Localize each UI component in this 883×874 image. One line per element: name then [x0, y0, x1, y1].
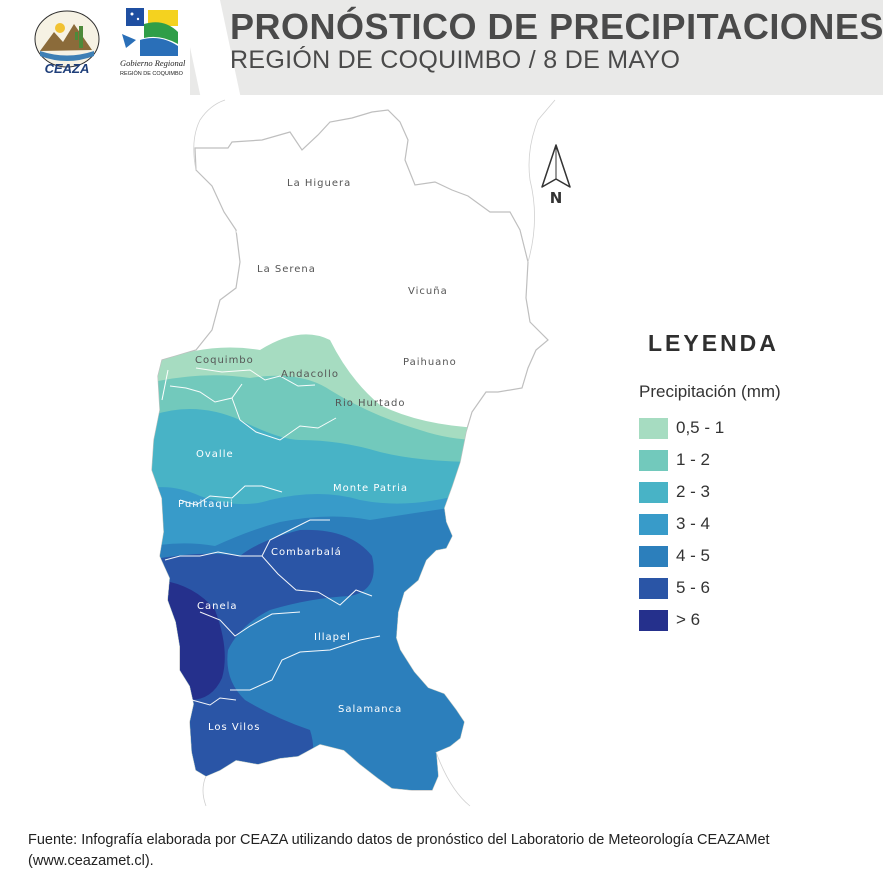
commune-label-los-vilos: Los Vilos	[208, 722, 260, 733]
commune-label-ovalle: Ovalle	[196, 449, 234, 460]
legend-item: 4 - 5	[639, 544, 710, 568]
legend-item: > 6	[639, 608, 700, 632]
north-arrow-icon: N	[541, 144, 571, 207]
page-subtitle: REGIÓN DE COQUIMBO / 8 DE MAYO	[230, 46, 681, 74]
legend-item: 2 - 3	[639, 480, 710, 504]
legend-label: 3 - 4	[676, 514, 711, 533]
commune-label-monte-patria: Monte Patria	[333, 483, 408, 494]
commune-label-canela: Canela	[197, 601, 238, 612]
legend-item: 0,5 - 1	[639, 416, 724, 440]
legend-swatch	[639, 513, 668, 535]
commune-label-rio-hurtado: Rio Hurtado	[335, 398, 406, 409]
legend-item: 5 - 6	[639, 576, 710, 600]
gob-logo-line1: Gobierno Regional	[120, 58, 186, 68]
legend-item: 1 - 2	[639, 448, 710, 472]
commune-label-la-serena: La Serena	[257, 264, 316, 275]
gob-logo-line2: REGIÓN DE COQUIMBO	[120, 70, 184, 77]
legend-label: 5 - 6	[676, 578, 711, 597]
legend-label: 0,5 - 1	[676, 418, 725, 437]
legend-swatch	[639, 609, 668, 631]
commune-label-vicuna: Vicuña	[408, 286, 448, 297]
legend-swatch	[639, 545, 668, 567]
ceaza-logo-text: CEAZA	[45, 61, 90, 76]
commune-label-illapel: Illapel	[314, 632, 351, 643]
commune-label-la-higuera: La Higuera	[287, 178, 351, 189]
commune-label-coquimbo: Coquimbo	[195, 355, 254, 366]
legend-swatch	[639, 449, 668, 471]
legend-swatch	[639, 481, 668, 503]
source-line-1: Fuente: Infografía elaborada por CEAZA u…	[28, 832, 770, 848]
commune-label-andacollo: Andacollo	[281, 369, 339, 380]
legend-label: 1 - 2	[676, 450, 711, 469]
legend-label: > 6	[676, 610, 701, 629]
commune-label-paihuano: Paihuano	[403, 357, 457, 368]
commune-label-punitaqui: Punitaqui	[178, 499, 234, 510]
gobierno-regional-logo: Gobierno Regional REGIÓN DE COQUIMBO	[120, 8, 186, 77]
legend-label: 2 - 3	[676, 482, 711, 501]
header-band	[190, 0, 883, 95]
source-footer: Fuente: Infografía elaborada por CEAZA u…	[28, 830, 878, 872]
commune-label-salamanca: Salamanca	[338, 704, 402, 715]
commune-label-combarbala: Combarbalá	[271, 546, 342, 558]
legend-swatch	[639, 417, 668, 439]
legend-subtitle: Precipitación (mm)	[639, 382, 781, 401]
source-line-2: (www.ceazamet.cl).	[28, 853, 154, 869]
legend-swatch	[639, 577, 668, 599]
legend-title: LEYENDA	[648, 330, 779, 356]
legend-label: 4 - 5	[676, 546, 711, 565]
north-label: N	[550, 189, 563, 207]
legend-item: 3 - 4	[639, 512, 710, 536]
page-title: PRONÓSTICO DE PRECIPITACIONES	[230, 6, 883, 47]
ceaza-logo: CEAZA	[34, 10, 100, 76]
